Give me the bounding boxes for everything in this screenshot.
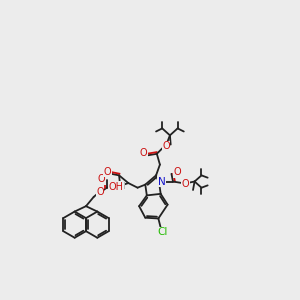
Text: O: O [174, 167, 182, 177]
Text: H: H [118, 182, 124, 191]
Text: Cl: Cl [157, 227, 167, 237]
Text: O: O [182, 179, 189, 189]
Text: N: N [112, 181, 120, 191]
Text: O: O [162, 141, 170, 151]
Text: O: O [140, 148, 148, 158]
Text: O: O [104, 167, 111, 176]
Text: O: O [98, 174, 105, 184]
Text: N: N [158, 176, 165, 187]
Text: O: O [96, 187, 104, 196]
Text: OH: OH [109, 182, 124, 192]
